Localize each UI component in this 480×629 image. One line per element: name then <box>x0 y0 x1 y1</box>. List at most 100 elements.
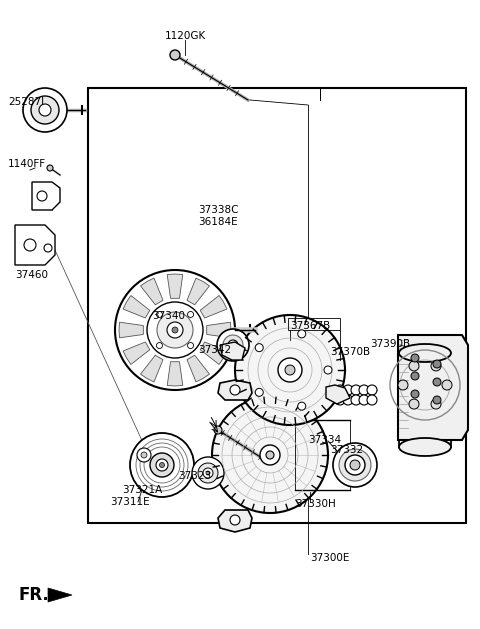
Circle shape <box>24 239 36 251</box>
Ellipse shape <box>399 344 451 362</box>
Ellipse shape <box>399 438 451 456</box>
Circle shape <box>141 452 147 458</box>
Text: 25287I: 25287I <box>8 97 44 107</box>
Circle shape <box>431 399 441 409</box>
Polygon shape <box>167 274 183 298</box>
Circle shape <box>230 515 240 525</box>
Text: 37332: 37332 <box>330 445 363 455</box>
Circle shape <box>231 343 235 347</box>
Text: 37330H: 37330H <box>295 499 336 509</box>
Circle shape <box>157 312 193 348</box>
Circle shape <box>150 453 174 477</box>
Circle shape <box>156 459 168 471</box>
Circle shape <box>266 451 274 459</box>
Text: 37300E: 37300E <box>310 553 349 563</box>
Circle shape <box>214 426 222 434</box>
Polygon shape <box>200 296 227 318</box>
Text: 37390B: 37390B <box>370 339 410 349</box>
Circle shape <box>260 445 280 465</box>
Circle shape <box>147 302 203 358</box>
Text: 37370B: 37370B <box>330 347 370 357</box>
Polygon shape <box>200 342 227 364</box>
Polygon shape <box>187 278 209 305</box>
Text: 37311E: 37311E <box>110 497 150 507</box>
Circle shape <box>433 396 441 404</box>
Circle shape <box>398 380 408 390</box>
Text: 37340: 37340 <box>152 311 185 321</box>
Circle shape <box>198 463 218 483</box>
Circle shape <box>130 433 194 497</box>
Polygon shape <box>48 588 72 602</box>
Circle shape <box>47 165 53 171</box>
Text: 37367B: 37367B <box>290 321 330 331</box>
Polygon shape <box>15 225 55 265</box>
Circle shape <box>298 402 306 410</box>
Circle shape <box>115 270 235 390</box>
Circle shape <box>23 88 67 132</box>
Circle shape <box>278 358 302 382</box>
Circle shape <box>137 448 151 462</box>
Circle shape <box>285 365 295 375</box>
Circle shape <box>212 397 328 513</box>
Circle shape <box>431 361 441 371</box>
Circle shape <box>442 380 452 390</box>
Text: 37460: 37460 <box>15 270 48 280</box>
Circle shape <box>172 327 178 333</box>
Circle shape <box>235 315 345 425</box>
Circle shape <box>367 385 377 395</box>
Polygon shape <box>167 362 183 386</box>
Circle shape <box>217 329 249 361</box>
Circle shape <box>230 385 240 395</box>
Circle shape <box>203 468 213 478</box>
Text: 1120GK: 1120GK <box>164 31 205 41</box>
Circle shape <box>298 330 306 338</box>
Circle shape <box>351 395 361 405</box>
Circle shape <box>411 390 419 398</box>
Circle shape <box>409 361 419 371</box>
Text: FR.: FR. <box>18 586 49 604</box>
Circle shape <box>188 343 193 348</box>
Circle shape <box>228 340 238 350</box>
Circle shape <box>255 343 263 352</box>
Circle shape <box>156 343 162 348</box>
Circle shape <box>367 395 377 405</box>
Polygon shape <box>141 355 163 382</box>
Circle shape <box>324 366 332 374</box>
Polygon shape <box>398 335 468 440</box>
Text: 36184E: 36184E <box>198 217 238 227</box>
Circle shape <box>339 449 371 481</box>
Circle shape <box>411 372 419 380</box>
Polygon shape <box>218 510 252 532</box>
Circle shape <box>343 385 353 395</box>
Bar <box>88 88 466 523</box>
Circle shape <box>411 354 419 362</box>
Circle shape <box>159 462 165 467</box>
Polygon shape <box>123 296 150 318</box>
Text: 37334: 37334 <box>308 435 341 445</box>
Text: 37323: 37323 <box>178 471 211 481</box>
Polygon shape <box>32 182 60 210</box>
Circle shape <box>192 457 224 489</box>
Polygon shape <box>141 278 163 305</box>
Circle shape <box>359 395 369 405</box>
Circle shape <box>409 399 419 409</box>
Circle shape <box>223 335 243 355</box>
Text: 37338C: 37338C <box>198 205 239 215</box>
Circle shape <box>167 322 183 338</box>
Polygon shape <box>326 385 350 404</box>
Circle shape <box>433 360 441 368</box>
Circle shape <box>188 311 193 318</box>
Circle shape <box>206 471 210 475</box>
Circle shape <box>343 395 353 405</box>
Circle shape <box>335 385 345 395</box>
Circle shape <box>170 50 180 60</box>
Circle shape <box>433 378 441 386</box>
Circle shape <box>351 385 361 395</box>
Circle shape <box>335 395 345 405</box>
Polygon shape <box>220 342 245 360</box>
Polygon shape <box>119 322 144 338</box>
Polygon shape <box>218 380 252 400</box>
Circle shape <box>39 104 51 116</box>
Circle shape <box>31 96 59 124</box>
Circle shape <box>350 460 360 470</box>
